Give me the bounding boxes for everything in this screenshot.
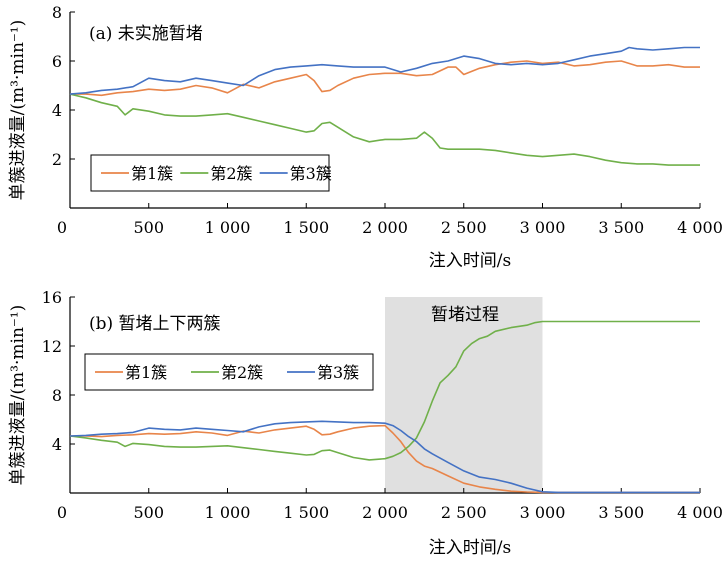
- panel-a-legend-label-1: 第1簇: [131, 164, 173, 183]
- panel-b-title: (b) 暂堵上下两簇: [89, 314, 221, 334]
- panel-a-xlabel: 注入时间/s: [429, 251, 511, 271]
- panel-a-x-tick-label: 0: [57, 218, 67, 237]
- panel-b-series-2-line: [69, 320, 700, 461]
- panel-b-x-tick-label: 2 500: [441, 503, 487, 522]
- panel-a-x-tick-label: 500: [133, 218, 164, 237]
- panel-b-x-tick-label: 1 000: [205, 503, 251, 522]
- panel-b-plot-area: 0 500 1 000 1 500 2 000 2 500 3 000 3 500 4 000 4…: [42, 288, 723, 522]
- panel-a-y-tick-label: 4: [52, 101, 62, 120]
- panel-b-legend-label-2: 第2簇: [221, 363, 263, 382]
- panel-b-x-tick-label: 2 000: [362, 503, 408, 522]
- panel-b-shaded-region: [385, 297, 543, 493]
- panel-a-series-2-line: [69, 93, 700, 166]
- panel-a-series-3-line: [69, 46, 700, 95]
- panel-a-ylabel: 单簇进液量/(m³·min⁻¹): [8, 20, 28, 201]
- panel-b-ylabel: 单簇进液量/(m³·min⁻¹): [8, 305, 28, 486]
- panel-b-x-tick-label: 4 000: [677, 503, 723, 522]
- panel-a-y-tick-label: 2: [52, 150, 62, 169]
- panel-a-legend-label-3: 第3簇: [290, 164, 332, 183]
- panel-a-x-tick-label: 2 000: [362, 218, 408, 237]
- panel-a-x-tick-label: 3 000: [520, 218, 566, 237]
- panel-b-xlabel: 注入时间/s: [429, 538, 511, 558]
- panel-b: 0 500 1 000 1 500 2 000 2 500 3 000 3 500 4 000 4…: [8, 288, 723, 558]
- panel-a-legend-box: [90, 154, 330, 192]
- panel-b-y-tick-label: 12: [42, 337, 62, 356]
- panel-b-y-tick-label: 4: [52, 435, 62, 454]
- panel-b-legend: 第1簇 第2簇 第3簇: [84, 353, 374, 391]
- panel-a-legend-label-2: 第2簇: [210, 164, 252, 183]
- panel-b-x-tick-label: 3 000: [520, 503, 566, 522]
- panel-a-x-tick-label: 3 500: [598, 218, 644, 237]
- panel-a-x-tick-label: 2 500: [441, 218, 487, 237]
- panel-a: (a) 未实施暂堵 0 500 1 000 1 500 2 000 2 500 3 000 3…: [8, 3, 723, 271]
- panel-b-x-tick-label: 0: [57, 503, 67, 522]
- panel-b-y-tick-label: 8: [52, 386, 62, 405]
- panel-a-legend: 第1簇 第2簇 第3簇: [90, 154, 332, 192]
- panel-b-legend-label-1: 第1簇: [125, 363, 167, 382]
- panel-a-series-1-line: [70, 60, 700, 97]
- panel-b-legend-box: [84, 353, 374, 391]
- panel-b-x-tick-label: 500: [133, 503, 164, 522]
- panel-a-plot-area: 0 500 1 000 1 500 2 000 2 500 3 000 3 500 4 000 2…: [52, 3, 723, 237]
- panel-b-x-tick-label: 3 500: [598, 503, 644, 522]
- panel-a-x-tick-label: 1 000: [205, 218, 251, 237]
- panel-b-legend-label-3: 第3簇: [317, 363, 359, 382]
- panel-b-series-3-line: [69, 420, 700, 494]
- panel-a-y-tick-label: 6: [52, 52, 62, 71]
- panel-a-title: (a) 未实施暂堵: [89, 24, 203, 44]
- panel-b-x-tick-label: 1 500: [283, 503, 329, 522]
- panel-b-series-1-line: [70, 424, 700, 494]
- panel-b-y-tick-label: 16: [42, 288, 62, 307]
- panel-b-shade-annotation: 暂堵过程: [431, 305, 499, 325]
- panel-a-x-tick-label: 4 000: [677, 218, 723, 237]
- panel-a-x-tick-label: 1 500: [283, 218, 329, 237]
- panel-a-y-tick-label: 8: [52, 3, 62, 22]
